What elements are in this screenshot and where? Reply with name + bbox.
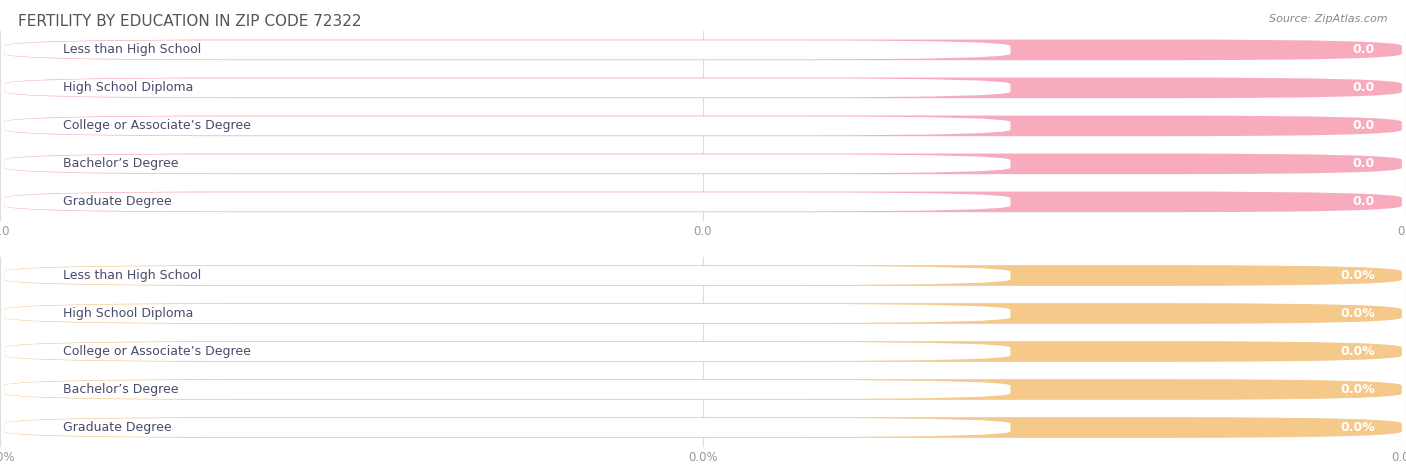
Text: Source: ZipAtlas.com: Source: ZipAtlas.com	[1270, 14, 1388, 24]
Text: College or Associate’s Degree: College or Associate’s Degree	[63, 345, 252, 358]
FancyBboxPatch shape	[4, 115, 1402, 136]
FancyBboxPatch shape	[4, 39, 1402, 60]
FancyBboxPatch shape	[4, 78, 1011, 97]
Text: 0.0: 0.0	[1353, 119, 1375, 133]
FancyBboxPatch shape	[4, 154, 1011, 173]
FancyBboxPatch shape	[4, 39, 1402, 60]
Text: 0.0: 0.0	[1353, 157, 1375, 171]
FancyBboxPatch shape	[4, 379, 1402, 400]
Text: 0.0%: 0.0%	[1340, 345, 1375, 358]
Text: College or Associate’s Degree: College or Associate’s Degree	[63, 119, 252, 133]
Text: Less than High School: Less than High School	[63, 269, 201, 282]
Text: High School Diploma: High School Diploma	[63, 81, 194, 95]
FancyBboxPatch shape	[4, 191, 1402, 212]
FancyBboxPatch shape	[4, 40, 1011, 59]
Text: Graduate Degree: Graduate Degree	[63, 195, 172, 209]
FancyBboxPatch shape	[4, 417, 1402, 438]
FancyBboxPatch shape	[4, 77, 1402, 98]
Text: FERTILITY BY EDUCATION IN ZIP CODE 72322: FERTILITY BY EDUCATION IN ZIP CODE 72322	[18, 14, 361, 29]
Text: Bachelor’s Degree: Bachelor’s Degree	[63, 157, 179, 171]
FancyBboxPatch shape	[4, 116, 1011, 135]
FancyBboxPatch shape	[4, 341, 1402, 362]
FancyBboxPatch shape	[4, 417, 1402, 438]
Text: Less than High School: Less than High School	[63, 43, 201, 57]
FancyBboxPatch shape	[4, 342, 1011, 361]
Text: 0.0: 0.0	[1353, 81, 1375, 95]
FancyBboxPatch shape	[4, 191, 1402, 212]
Text: Graduate Degree: Graduate Degree	[63, 421, 172, 434]
FancyBboxPatch shape	[4, 304, 1011, 323]
FancyBboxPatch shape	[4, 379, 1402, 400]
FancyBboxPatch shape	[4, 153, 1402, 174]
FancyBboxPatch shape	[4, 380, 1011, 399]
FancyBboxPatch shape	[4, 265, 1402, 286]
FancyBboxPatch shape	[4, 265, 1402, 286]
FancyBboxPatch shape	[4, 153, 1402, 174]
FancyBboxPatch shape	[4, 303, 1402, 324]
FancyBboxPatch shape	[4, 266, 1011, 285]
Text: 0.0%: 0.0%	[1340, 421, 1375, 434]
Text: 0.0: 0.0	[1353, 43, 1375, 57]
Text: 0.0%: 0.0%	[1340, 269, 1375, 282]
FancyBboxPatch shape	[4, 418, 1011, 437]
Text: Bachelor’s Degree: Bachelor’s Degree	[63, 383, 179, 396]
FancyBboxPatch shape	[4, 77, 1402, 98]
FancyBboxPatch shape	[4, 341, 1402, 362]
Text: High School Diploma: High School Diploma	[63, 307, 194, 320]
Text: 0.0%: 0.0%	[1340, 307, 1375, 320]
Text: 0.0: 0.0	[1353, 195, 1375, 209]
FancyBboxPatch shape	[4, 303, 1402, 324]
FancyBboxPatch shape	[4, 115, 1402, 136]
Text: 0.0%: 0.0%	[1340, 383, 1375, 396]
FancyBboxPatch shape	[4, 192, 1011, 211]
